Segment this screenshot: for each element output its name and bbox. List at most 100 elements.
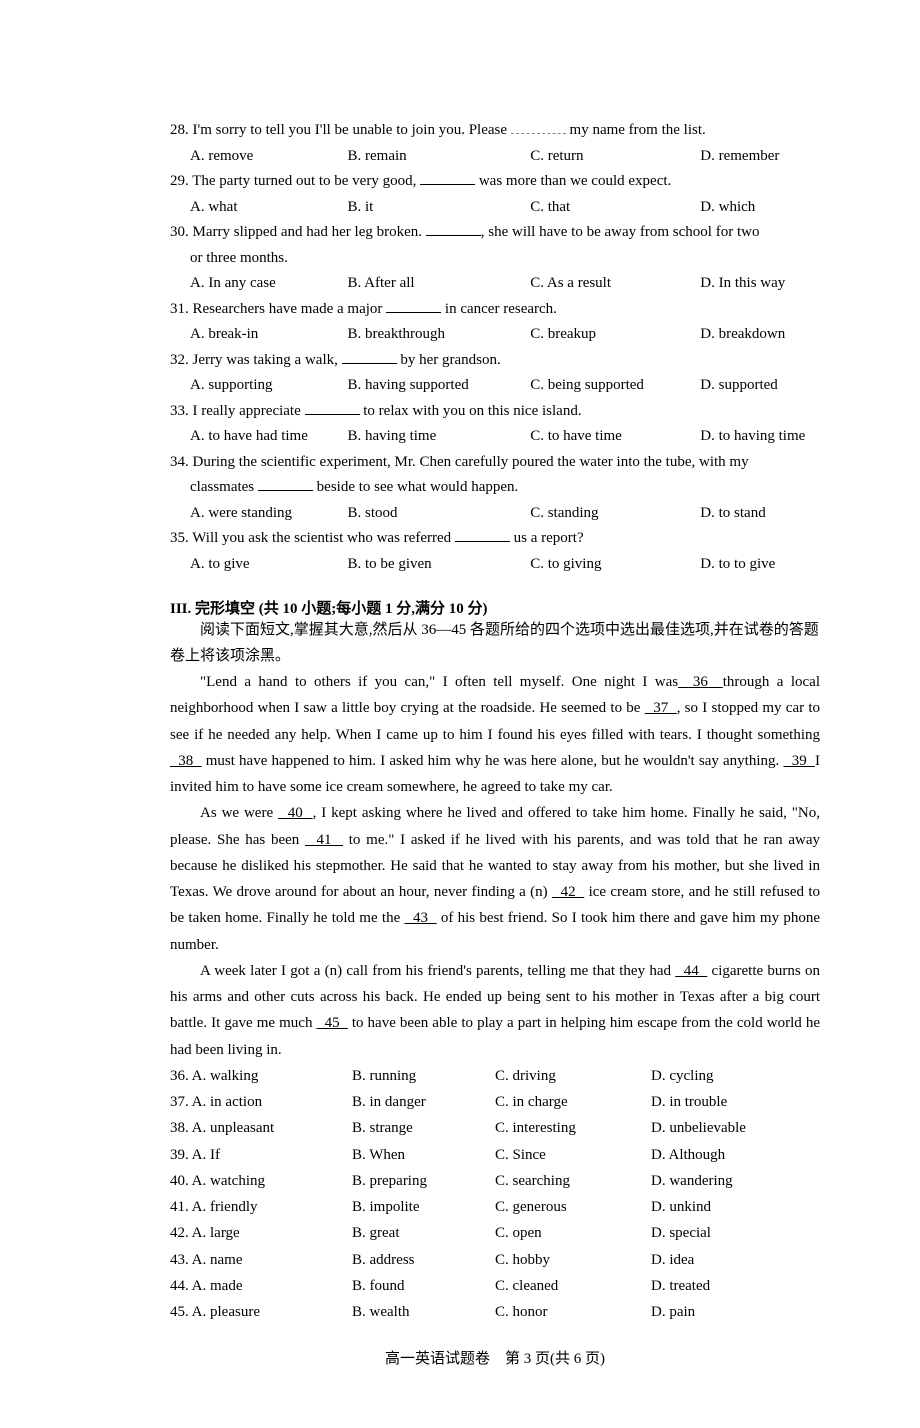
option-b: B. address [352, 1247, 495, 1273]
stem-text: 31. Researchers have made a major [170, 301, 386, 317]
section-3-title: III. 完形填空 (共 10 小题;每小题 1 分,满分 10 分) [170, 597, 820, 618]
blank-41: 41 [305, 832, 343, 848]
option-b: B. having time [348, 424, 531, 450]
blank [258, 490, 313, 491]
blank [426, 235, 481, 236]
option-b: B. to be given [348, 552, 531, 578]
stem-text: 33. I really appreciate [170, 403, 305, 419]
question-30-stem: 30. Marry slipped and had her leg broken… [170, 220, 820, 246]
question-30-options: A. In any case B. After all C. As a resu… [170, 271, 820, 297]
option-d: D. supported [700, 373, 820, 399]
option-a: 39. A. If [170, 1142, 352, 1168]
option-d: D. In this way [700, 271, 820, 297]
stem-text: beside to see what would happen. [313, 479, 518, 495]
blank [420, 184, 475, 185]
option-c: C. in charge [495, 1089, 651, 1115]
option-d: D. treated [651, 1273, 820, 1299]
option-d: D. unbelievable [651, 1115, 820, 1141]
option-a: 41. A. friendly [170, 1194, 352, 1220]
text: A week later I got a (n) call from his f… [200, 963, 675, 979]
stem-text: us a report? [510, 530, 584, 546]
exam-page: 28. I'm sorry to tell you I'll be unable… [0, 0, 920, 1428]
option-c: C. searching [495, 1168, 651, 1194]
option-c: C. breakup [530, 322, 700, 348]
stem-text: my name from the list. [566, 122, 706, 138]
option-c: C. honor [495, 1299, 651, 1325]
option-c: C. return [530, 144, 700, 170]
stem-text: by her grandson. [397, 352, 501, 368]
question-32-stem: 32. Jerry was taking a walk, by her gran… [170, 348, 820, 374]
option-b: B. running [352, 1063, 495, 1089]
stem-text: 35. Will you ask the scientist who was r… [170, 530, 455, 546]
question-31-options: A. break-in B. breakthrough C. breakup D… [170, 322, 820, 348]
option-b: B. in danger [352, 1089, 495, 1115]
option-b: B. stood [348, 501, 531, 527]
option-a: A. supporting [190, 373, 348, 399]
question-33: 33. I really appreciate to relax with yo… [170, 399, 820, 450]
option-d: D. in trouble [651, 1089, 820, 1115]
blank-39: 39 [783, 753, 815, 769]
cloze-row-42: 42. A. large B. great C. open D. special [170, 1220, 820, 1246]
option-c: C. to giving [530, 552, 700, 578]
question-35-options: A. to give B. to be given C. to giving D… [170, 552, 820, 578]
text: As we were [200, 805, 278, 821]
blank-37: 37 [645, 700, 677, 716]
option-b: B. having supported [348, 373, 531, 399]
option-d: D. unkind [651, 1194, 820, 1220]
option-a: 40. A. watching [170, 1168, 352, 1194]
option-c: C. interesting [495, 1115, 651, 1141]
option-d: D. breakdown [700, 322, 820, 348]
section-3-note: 阅读下面短文,掌握其大意,然后从 36—45 各题所给的四个选项中选出最佳选项,… [170, 618, 820, 669]
option-c: C. As a result [530, 271, 700, 297]
question-35-stem: 35. Will you ask the scientist who was r… [170, 526, 820, 552]
question-34-stem: 34. During the scientific experiment, Mr… [170, 450, 820, 476]
cloze-row-41: 41. A. friendly B. impolite C. generous … [170, 1194, 820, 1220]
option-b: B. impolite [352, 1194, 495, 1220]
option-c: C. generous [495, 1194, 651, 1220]
option-a: 38. A. unpleasant [170, 1115, 352, 1141]
option-d: D. cycling [651, 1063, 820, 1089]
question-35: 35. Will you ask the scientist who was r… [170, 526, 820, 577]
question-32: 32. Jerry was taking a walk, by her gran… [170, 348, 820, 399]
option-c: C. standing [530, 501, 700, 527]
option-a: 42. A. large [170, 1220, 352, 1246]
option-d: D. which [700, 195, 820, 221]
option-a: A. what [190, 195, 348, 221]
cloze-row-36: 36. A. walking B. running C. driving D. … [170, 1063, 820, 1089]
option-c: C. to have time [530, 424, 700, 450]
option-a: 43. A. name [170, 1247, 352, 1273]
question-31: 31. Researchers have made a major in can… [170, 297, 820, 348]
option-a: A. to have had time [190, 424, 348, 450]
blank [455, 541, 510, 542]
option-d: D. remember [700, 144, 820, 170]
passage-p1: "Lend a hand to others if you can," I of… [170, 669, 820, 800]
blank-38: 38 [170, 753, 202, 769]
option-a: A. break-in [190, 322, 348, 348]
stem-text: was more than we could expect. [475, 173, 671, 189]
option-b: B. found [352, 1273, 495, 1299]
blank-40: 40 [278, 805, 313, 821]
stem-text: 28. I'm sorry to tell you I'll be unable… [170, 122, 511, 138]
cloze-row-45: 45. A. pleasure B. wealth C. honor D. pa… [170, 1299, 820, 1325]
cloze-row-38: 38. A. unpleasant B. strange C. interest… [170, 1115, 820, 1141]
cloze-row-40: 40. A. watching B. preparing C. searchin… [170, 1168, 820, 1194]
cloze-row-44: 44. A. made B. found C. cleaned D. treat… [170, 1273, 820, 1299]
option-a: 44. A. made [170, 1273, 352, 1299]
option-b: B. preparing [352, 1168, 495, 1194]
stem-text: 30. Marry slipped and had her leg broken… [170, 224, 426, 240]
stem-text: classmates [190, 479, 258, 495]
option-b: B. great [352, 1220, 495, 1246]
stem-text: , she will have to be away from school f… [481, 224, 760, 240]
blank [511, 133, 566, 134]
option-b: B. After all [348, 271, 531, 297]
option-c: C. cleaned [495, 1273, 651, 1299]
option-a: 45. A. pleasure [170, 1299, 352, 1325]
question-34: 34. During the scientific experiment, Mr… [170, 450, 820, 527]
option-b: B. remain [348, 144, 531, 170]
page-footer: 高一英语试题卷 第 3 页(共 6 页) [170, 1347, 820, 1368]
question-28-options: A. remove B. remain C. return D. remembe… [170, 144, 820, 170]
option-d: D. Although [651, 1142, 820, 1168]
cloze-row-37: 37. A. in action B. in danger C. in char… [170, 1089, 820, 1115]
blank-43: 43 [405, 910, 437, 926]
blank [305, 414, 360, 415]
